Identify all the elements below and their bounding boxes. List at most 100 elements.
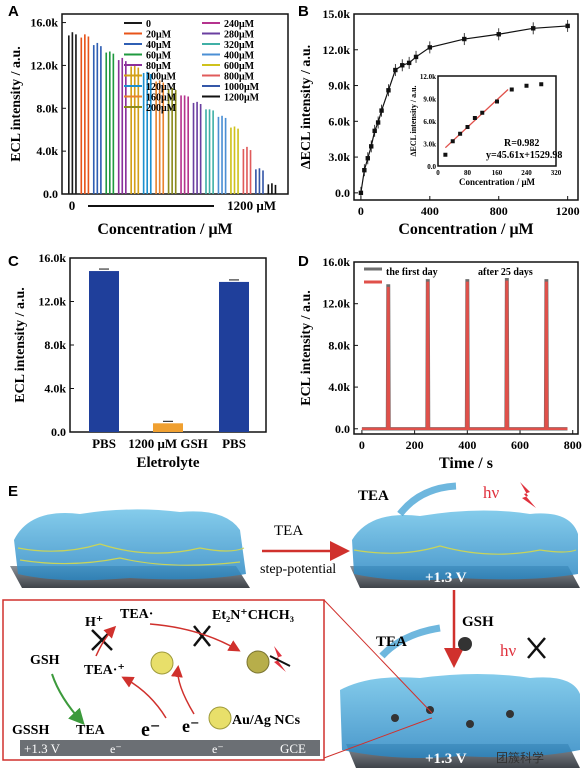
electrode-right-bottom: TEA hν +1.3 V 团簇科学 [340, 624, 580, 768]
ecl-bar [205, 109, 207, 194]
ecl-bar [142, 72, 145, 194]
inset-x-axis-label: Concentration / μM [459, 177, 536, 187]
ecl-bar [180, 95, 182, 194]
x-tick-label-d: 800 [564, 438, 582, 452]
inset-y-tick-label: 12.0k [420, 73, 436, 81]
legend-label: 0 [146, 19, 151, 30]
y-axis-label-b: ΔECL intensity / a.u. [299, 45, 314, 169]
bar-c [219, 281, 249, 432]
legend-label: 20μM [146, 30, 172, 41]
ecl-bar [149, 74, 152, 194]
y-tick-label-b: 12.0k [322, 43, 350, 57]
y-tick-label-c: 4.0k [44, 382, 66, 396]
inset-y-tick-label: 9.0k [423, 96, 436, 104]
inset-y-tick-label: 6.0k [423, 118, 436, 126]
ecl-bar [96, 42, 99, 194]
legend-label: 1200μM [224, 93, 260, 104]
y-axis-label-c: ECL intensity / a.u. [13, 287, 28, 403]
electrode-right-top: TEA hν +1.3 V [350, 482, 580, 588]
tea-box-bottom: TEA [76, 723, 106, 738]
ecl-bar [158, 80, 161, 194]
ecl-bar [108, 51, 111, 194]
y-tick-label-d: 8.0k [328, 338, 350, 352]
hv-label-bottom: hν [500, 641, 517, 660]
x-tick-label-d: 0 [359, 438, 365, 452]
inset-x-tick-label: 320 [551, 169, 562, 177]
ecl-bar [155, 81, 157, 194]
legend-label: 120μM [146, 82, 177, 93]
zoom-line-top [323, 599, 433, 714]
y-axis-label-a: ECL intensity / a.u. [9, 46, 24, 162]
inset-data-point [495, 99, 499, 104]
gssh-label: GSSH [12, 723, 49, 738]
legend-label: 160μM [146, 93, 177, 104]
ecl-bar [167, 89, 170, 194]
ecl-bar [146, 71, 149, 194]
ecl-bar [71, 32, 74, 194]
y-tick-label-b: 9.0k [328, 79, 350, 93]
legend-label: 60μM [146, 51, 172, 62]
inset-data-point [480, 110, 485, 115]
e-bottom-1: e⁻ [110, 742, 122, 756]
x-axis-label-d: Time / s [439, 455, 493, 472]
h-plus: H⁺ [85, 615, 103, 630]
x-tick-label-b: 400 [421, 204, 439, 218]
inset-x-tick-label: 240 [521, 169, 532, 177]
series-line-d [361, 278, 568, 431]
e-bottom-2: e⁻ [212, 742, 224, 756]
inset-data-point [509, 87, 514, 92]
x-axis-label-c: Eletrolyte [136, 455, 199, 471]
chart-d: D 0 200 400 600 800 0.0 4.0k 8.0k 12.0k 16.0k ECL i… [298, 253, 582, 472]
legend-label: 1000μM [224, 82, 260, 93]
panel-label-e: E [8, 483, 18, 500]
ecl-bar [80, 37, 83, 195]
ecl-bar [187, 96, 189, 194]
y-tick-label-a: 4.0k [36, 144, 58, 158]
inset-r-annotation: R=0.982 [504, 138, 539, 149]
voltage-bottom: +1.3 V [425, 751, 467, 767]
step-potential-label: step-potential [260, 562, 336, 577]
plot-frame [437, 75, 557, 167]
hv-label-top: hν [483, 483, 500, 502]
ecl-bar [271, 183, 273, 194]
voltage-top: +1.3 V [425, 570, 467, 586]
ecl-bar [174, 90, 177, 194]
x-tick-label-b: 1200 [556, 204, 580, 218]
panel-e: E TEA step-potential TEA hν +1.3 V GS [0, 478, 588, 771]
ecl-bar [192, 102, 195, 194]
ecl-bar [233, 126, 236, 194]
nc-cluster-icon-3 [208, 706, 232, 730]
ecl-bar [224, 117, 227, 194]
legend-label: 80μM [146, 61, 172, 72]
e-large-1: e⁻ [141, 719, 160, 741]
chart-b: B0 400 800 12000.03.0k6.0k9.0k12.0k15.0kΔEC… [298, 3, 580, 238]
legend-label: 40μM [146, 40, 172, 51]
inset-data-point [539, 82, 544, 87]
aunc-label: Au/Ag NCs [232, 713, 301, 728]
ecl-bar [171, 87, 173, 194]
panel-d: D 0 200 400 600 800 0.0 4.0k 8.0k 12.0k 16.0k ECL i… [296, 252, 588, 477]
zoom-line-bottom [323, 717, 433, 759]
scheme-e: E TEA step-potential TEA hν +1.3 V GS [2, 482, 580, 768]
ecl-bar [199, 104, 202, 194]
lightning-icon [520, 482, 536, 508]
legend-label: 280μM [224, 30, 255, 41]
inset-y-tick-label: 3.0k [423, 141, 436, 149]
ecl-bar [255, 169, 257, 194]
mechanism-box: +1.3 V GCE e⁻ e⁻ H⁺ TEA· Et₂N⁺CHCH₃ TEA·… [2, 599, 325, 761]
inset-y-axis-label: ΔECL intensity / a.u. [409, 85, 418, 156]
ecl-bar [125, 61, 127, 195]
series-line-d [361, 280, 568, 430]
category-label-c: PBS [92, 436, 116, 451]
inset-data-point [524, 83, 529, 88]
gsh-label-scheme: GSH [462, 614, 494, 630]
panel-c: C 0.0 4.0k 8.0k 12.0k 16.0k ECL intensity / a.… [0, 251, 296, 477]
x-tick-label-d: 200 [406, 438, 424, 452]
step-arrow: TEA step-potential [260, 523, 350, 577]
y-tick-label-b: 15.0k [322, 7, 350, 21]
panel-label-a: A [8, 3, 19, 20]
tea-label-top: TEA [358, 488, 389, 504]
ecl-bar [117, 60, 120, 195]
ecl-bar [230, 127, 232, 194]
tea-label-arrow: TEA [274, 523, 303, 539]
